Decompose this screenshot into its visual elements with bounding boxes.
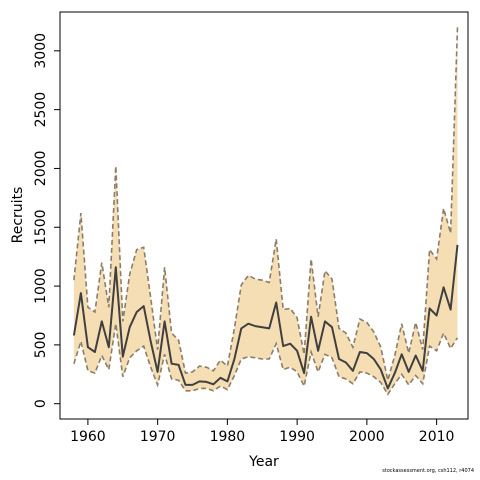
- x-axis: 1960 1970 1980 1990 2000 2010: [70, 419, 454, 445]
- upper-bound-line: [73, 27, 459, 381]
- x-tick-label: 1970: [140, 429, 176, 445]
- x-tick-label: 1990: [279, 429, 315, 445]
- y-tick-label: 0: [33, 399, 49, 408]
- y-axis-title: Recruits: [10, 187, 26, 244]
- series-lines-layer: [72, 27, 459, 396]
- y-tick-label: 500: [33, 332, 49, 359]
- plot-frame: [59, 11, 469, 420]
- source-note: stockassessment.org, csh112, r4074: [382, 468, 474, 474]
- confidence-band: [73, 27, 458, 395]
- y-tick-label: 3000: [33, 33, 49, 69]
- lower-bound-line: [73, 323, 459, 396]
- y-axis: 0 500 1000 1500 2000 2500 3000: [33, 33, 60, 408]
- y-tick-label: 1000: [33, 268, 49, 304]
- confidence-band-layer: [73, 27, 458, 395]
- y-tick-label: 2000: [33, 151, 49, 187]
- x-tick-label: 2000: [349, 429, 385, 445]
- x-tick-label: 1980: [210, 429, 246, 445]
- y-tick-label: 2500: [33, 92, 49, 128]
- x-axis-title: Year: [248, 454, 279, 470]
- y-tick-label: 1500: [33, 209, 49, 245]
- x-tick-label: 1960: [70, 429, 106, 445]
- recruits-estimate-line: [72, 244, 459, 390]
- x-tick-label: 2010: [419, 429, 455, 445]
